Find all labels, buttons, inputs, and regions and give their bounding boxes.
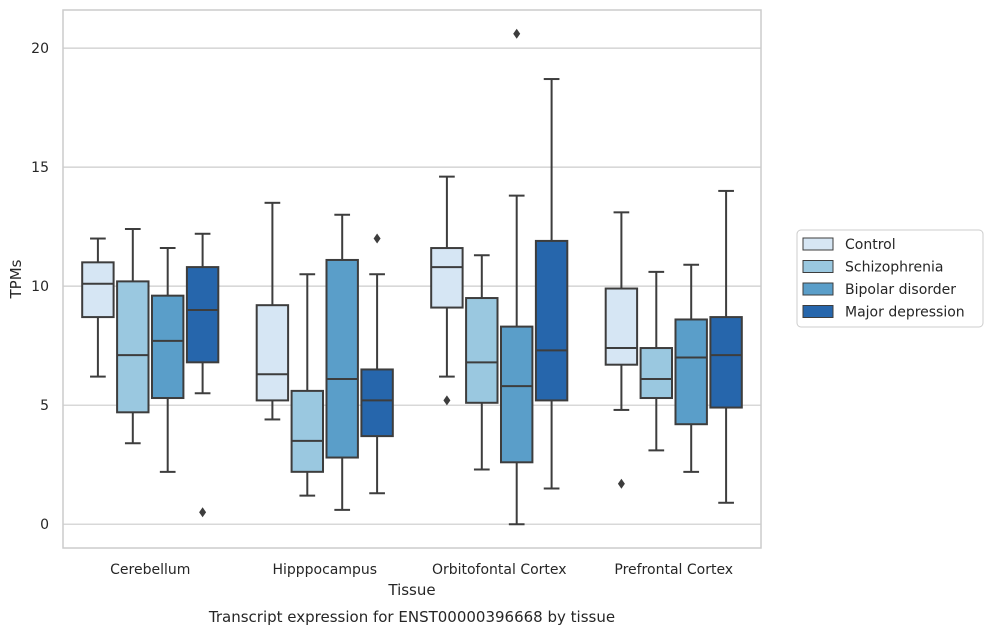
plot-area-frame [62,9,762,549]
outlier-marker [373,233,381,244]
y-tick-labels: 0 5 10 15 20 [31,41,49,533]
box-element [360,233,394,495]
box-element [255,201,290,421]
y-tick-label: 0 [40,517,49,533]
box-element [604,211,639,489]
box-element [81,237,115,378]
box-element [185,232,220,518]
series-bipolar-disorder [150,28,708,526]
y-tick-label: 20 [31,41,49,57]
box-iqr [534,239,569,402]
x-axis-title: Tissue [387,581,435,599]
box-iqr [639,347,674,400]
series-major-depression [185,78,743,518]
outlier-marker [199,507,207,518]
box-iqr [116,280,150,414]
legend-swatch [802,282,834,296]
legend-frame [796,229,984,328]
outlier-marker [513,28,521,39]
box-element [639,270,674,452]
x-tick-label: Orbitofontal Cortex [432,562,567,578]
legend-swatch [802,305,834,318]
box-iqr [499,325,534,464]
x-tick-labels: Cerebellum Hipppocampus Orbitofontal Corte… [110,562,733,578]
x-tick-label: Cerebellum [110,562,190,578]
outlier-marker [617,478,625,489]
chart-caption: Transcript expression for ENST0000039666… [208,608,615,626]
box-iqr [709,316,743,409]
x-tick-label: Prefrontal Cortex [614,562,733,578]
box-element [709,189,743,504]
legend-label: Schizophrenia [845,260,943,276]
box-element [534,78,569,490]
plot-area-background [63,10,761,548]
series-schizophrenia [116,228,674,497]
legend-swatch [802,260,834,273]
box-element [150,247,185,473]
x-tick-label: Hipppocampus [272,562,377,578]
box-element [499,28,534,526]
box-series-group [81,28,743,526]
legend: Control Schizophrenia Bipolar disorder Majo… [796,229,984,328]
y-axis-title: TPMs [7,259,25,299]
box-iqr [465,297,499,404]
box-element [674,263,708,473]
box-element [325,213,359,511]
outlier-marker [443,395,451,406]
box-iqr [255,304,290,402]
box-iqr [290,389,325,473]
y-tick-label: 5 [40,398,49,414]
box-iqr [325,258,359,459]
box-element [116,228,150,445]
box-iqr [185,266,220,364]
box-iqr [604,287,639,366]
legend-label: Bipolar disorder [845,282,956,298]
y-tick-label: 15 [31,160,49,176]
box-element [430,175,464,406]
box-iqr [150,294,185,400]
box-iqr [430,247,464,309]
box-element [465,254,499,471]
box-iqr [81,261,115,319]
box-element [290,273,325,497]
legend-label: Control [845,237,896,253]
box-iqr [674,318,708,426]
series-control [81,175,639,489]
legend-label: Major depression [845,305,965,321]
legend-swatch [802,237,834,251]
box-iqr [360,368,394,438]
y-tick-label: 10 [31,279,49,295]
gridlines [63,47,761,525]
